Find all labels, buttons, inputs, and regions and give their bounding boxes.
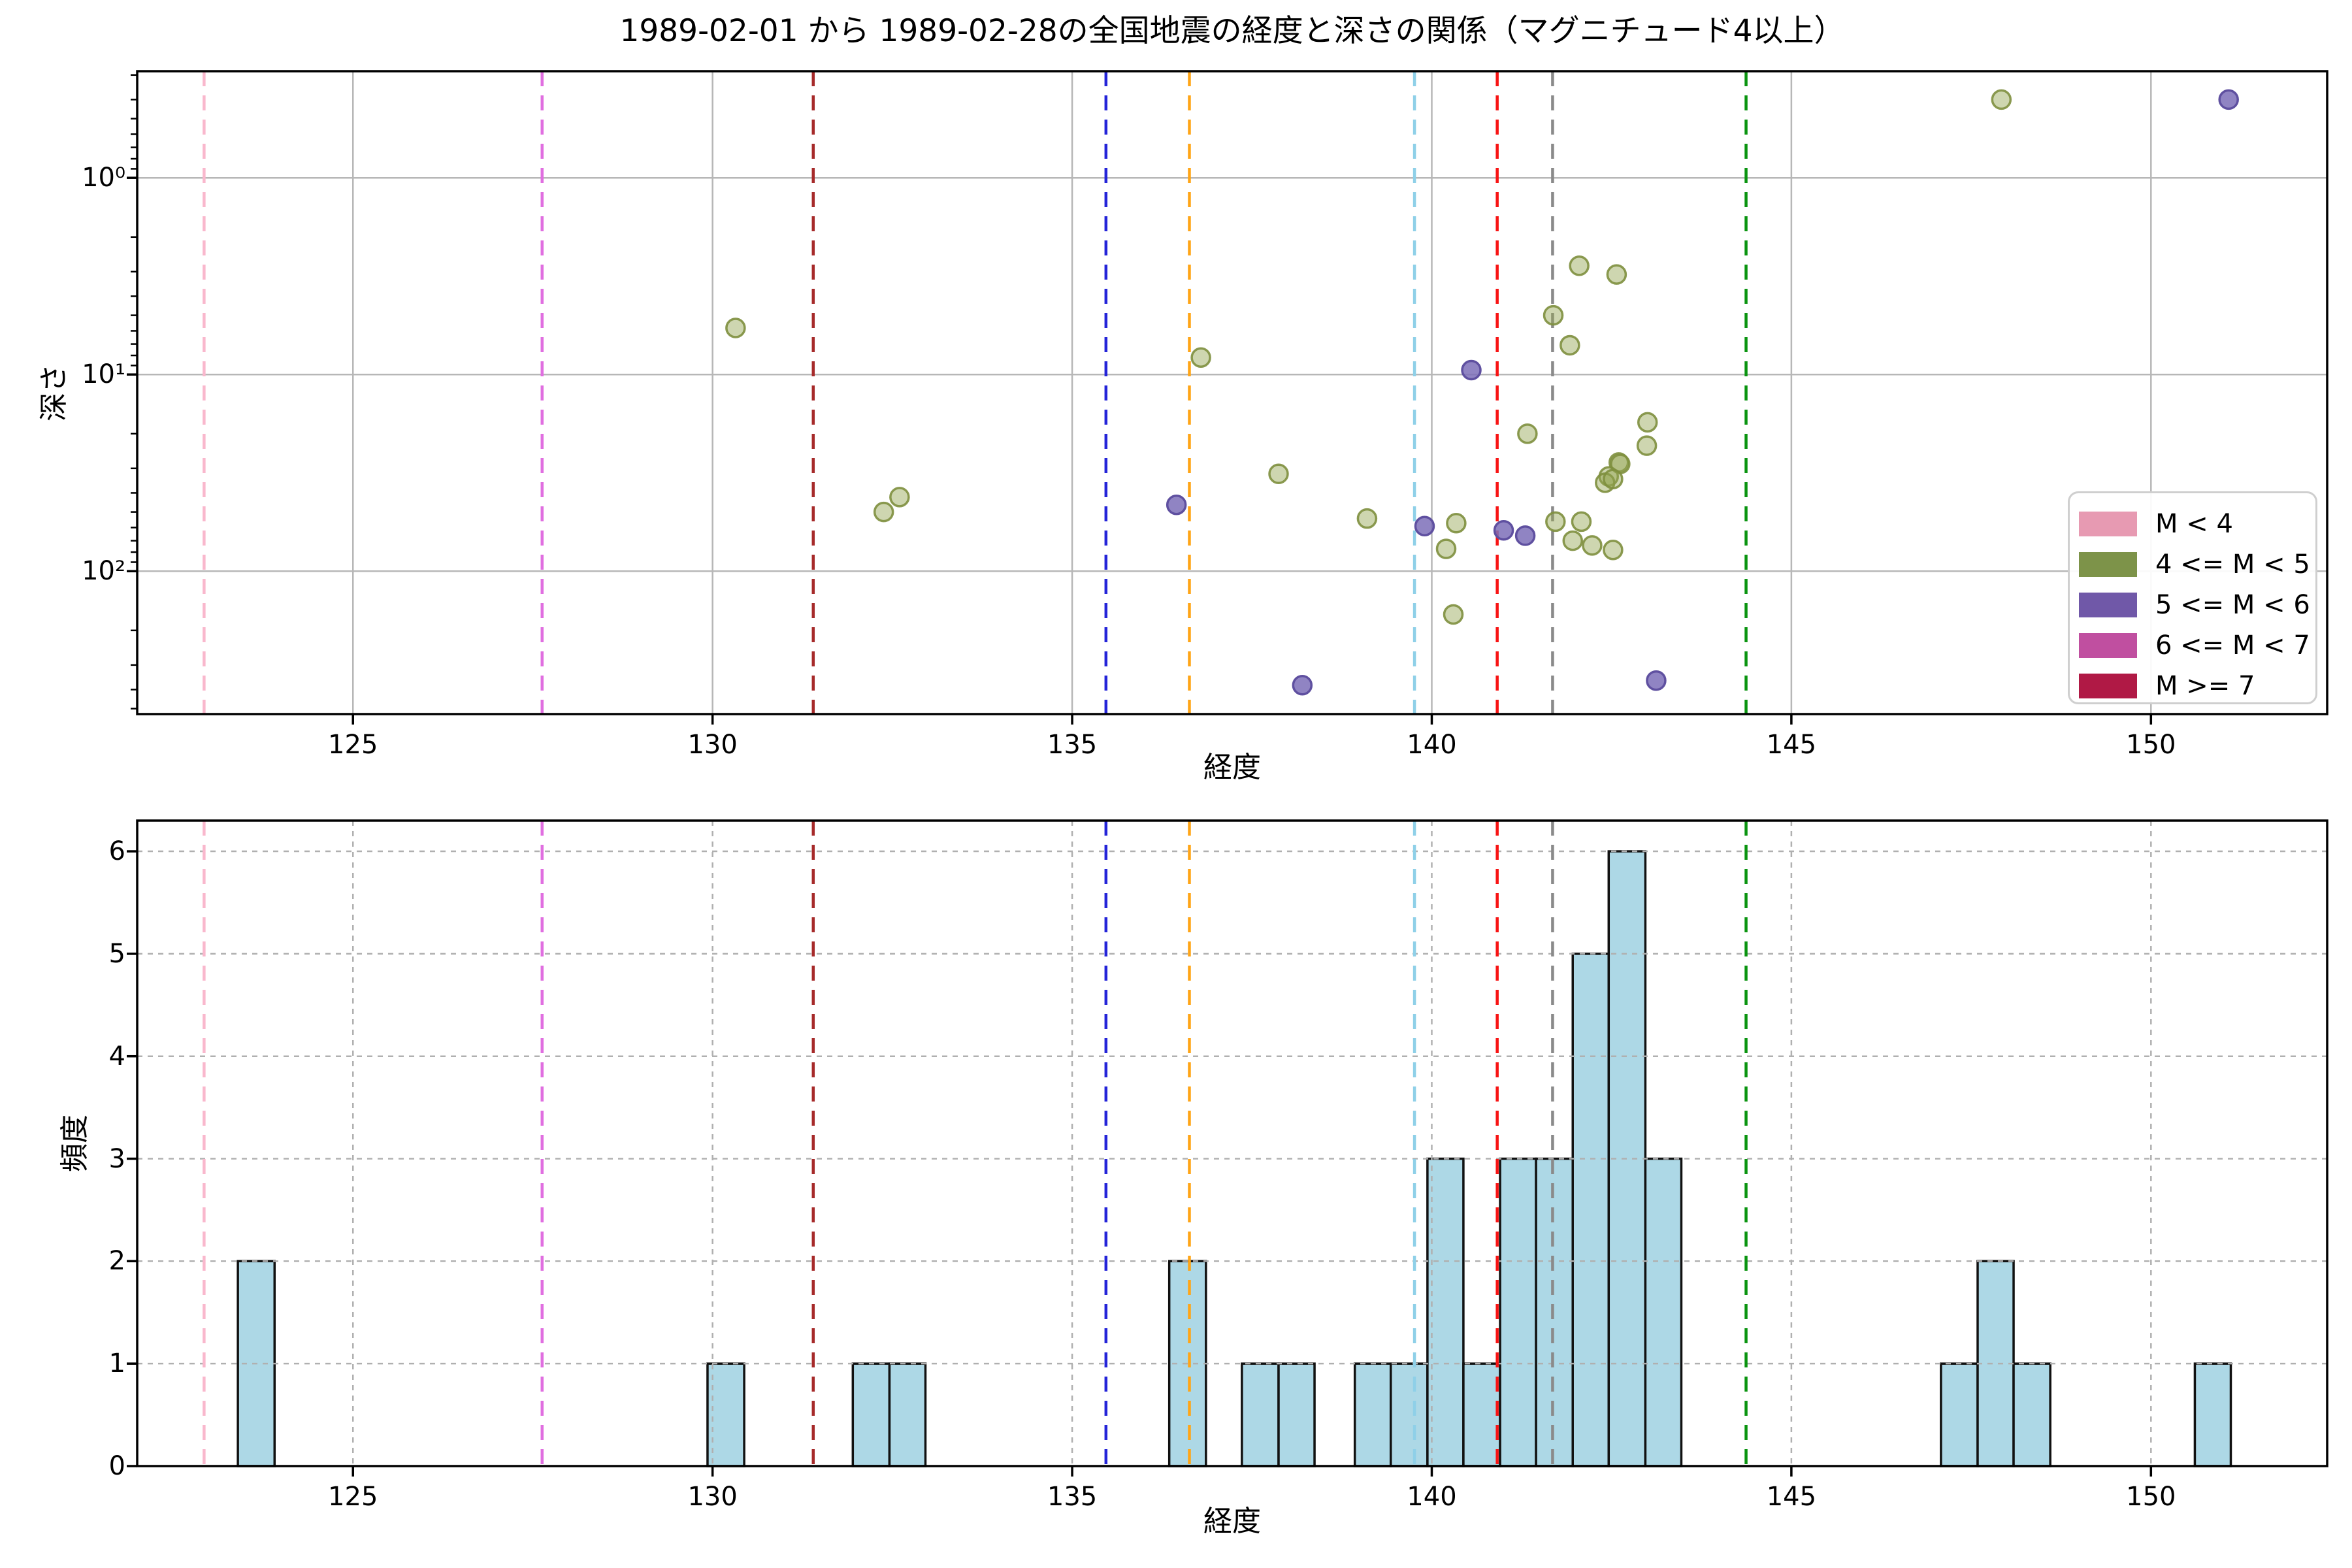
legend-swatch-icon <box>2079 512 2137 536</box>
histogram-bar <box>1353 1362 1392 1467</box>
legend-label: M < 4 <box>2155 509 2233 539</box>
legend: M < 4 4 <= M < 5 5 <= M < 6 6 <= M < 7 M >= … <box>2068 491 2317 704</box>
x-tick-label: 150 <box>2126 1482 2176 1512</box>
scatter-point <box>1562 530 1583 551</box>
histogram-bar <box>1426 1157 1465 1467</box>
legend-row: 4 <= M < 5 <box>2079 546 2315 583</box>
x-tick-label: 150 <box>2126 730 2176 760</box>
scatter-point <box>1646 670 1667 691</box>
histogram-bar <box>1389 1362 1429 1467</box>
legend-swatch-icon <box>2079 593 2137 617</box>
scatter-point <box>1356 508 1378 529</box>
x-tick-label: 140 <box>1407 1482 1457 1512</box>
histogram-bar <box>1976 1260 2015 1467</box>
scatter-point <box>1603 540 1624 561</box>
x-tick-label: 135 <box>1047 730 1098 760</box>
x-tick-label: 140 <box>1407 730 1457 760</box>
scatter-xlabel: 経度 <box>1203 751 1261 784</box>
scatter-point <box>725 318 746 338</box>
scatter-point <box>1461 359 1482 381</box>
legend-swatch-icon <box>2079 552 2137 577</box>
x-tick-label: 125 <box>328 730 378 760</box>
histogram-bar <box>851 1362 891 1467</box>
scatter-point <box>1517 423 1538 444</box>
y-tick-label: 4 <box>108 1041 125 1071</box>
x-tick-label: 135 <box>1047 1482 1098 1512</box>
scatter-point <box>1435 538 1457 559</box>
scatter-point <box>873 501 894 523</box>
histogram-bar <box>1940 1362 1979 1467</box>
histogram-xlabel: 経度 <box>1203 1505 1261 1538</box>
scatter-point <box>1514 525 1536 546</box>
scatter-point <box>1493 519 1514 541</box>
y-tick-label: 3 <box>108 1143 125 1174</box>
y-tick-label: 5 <box>108 938 125 969</box>
x-tick-label: 125 <box>328 1482 378 1512</box>
scatter-point <box>1603 468 1624 489</box>
histogram-bar <box>1535 1157 1574 1467</box>
scatter-point <box>1166 494 1187 515</box>
histogram-frame <box>136 819 2328 1467</box>
histogram-bar <box>2193 1362 2232 1467</box>
scatter-point <box>1543 304 1564 326</box>
scatter-point <box>1446 513 1467 534</box>
scatter-point <box>1443 604 1464 625</box>
x-tick-label: 145 <box>1766 730 1817 760</box>
legend-label: M >= 7 <box>2155 671 2255 701</box>
histogram-bar <box>1499 1157 1537 1467</box>
scatter-point <box>1268 463 1289 485</box>
figure-title: 1989-02-01 から 1989-02-28の全国地震の経度と深さの関係（マ… <box>619 13 1845 49</box>
scatter-point <box>1545 511 1566 532</box>
scatter-point <box>1571 511 1592 532</box>
scatter-point <box>1560 335 1580 356</box>
histogram-bar <box>1644 1157 1683 1467</box>
histogram-bar <box>1277 1362 1316 1467</box>
legend-row: 5 <= M < 6 <box>2079 586 2315 624</box>
scatter-point <box>1569 255 1590 276</box>
x-tick-label: 145 <box>1766 1482 1817 1512</box>
x-tick-label: 130 <box>687 730 738 760</box>
legend-row: M < 4 <box>2079 505 2315 543</box>
legend-label: 4 <= M < 5 <box>2155 549 2310 580</box>
scatter-point <box>1292 675 1313 696</box>
legend-swatch-icon <box>2079 674 2137 698</box>
scatter-point <box>1582 535 1603 556</box>
scatter-point <box>1637 412 1658 433</box>
histogram-bar <box>1241 1362 1280 1467</box>
legend-label: 6 <= M < 7 <box>2155 630 2310 661</box>
scatter-point <box>2218 89 2239 110</box>
y-tick-label: 1 <box>108 1348 125 1379</box>
scatter-point <box>1636 435 1658 456</box>
y-tick-label: 6 <box>108 836 125 867</box>
y-tick-label: 2 <box>108 1246 125 1277</box>
legend-row: M >= 7 <box>2079 667 2315 705</box>
scatter-point <box>1606 264 1627 285</box>
histogram-bar <box>888 1362 927 1467</box>
scatter-point <box>889 487 910 508</box>
histogram-bar <box>1571 953 1610 1467</box>
scatter-point <box>1414 515 1435 537</box>
legend-row: 6 <= M < 7 <box>2079 627 2315 664</box>
y-tick-label: 10⁰ <box>82 163 125 193</box>
y-tick-label: 10¹ <box>82 359 125 390</box>
legend-label: 5 <= M < 6 <box>2155 590 2310 620</box>
histogram-bar <box>2012 1362 2051 1467</box>
legend-swatch-icon <box>2079 633 2137 658</box>
scatter-point <box>1190 347 1211 368</box>
y-tick-label: 0 <box>108 1451 125 1481</box>
histogram-bar <box>1462 1362 1501 1467</box>
y-tick-label: 10² <box>82 556 125 587</box>
x-tick-label: 130 <box>687 1482 738 1512</box>
scatter-point <box>1991 89 2012 110</box>
scatter-frame <box>136 70 2328 715</box>
